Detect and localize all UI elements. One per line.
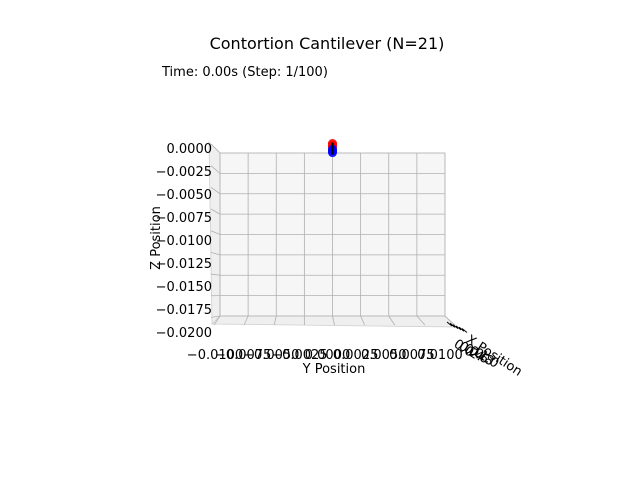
grid-line-floor bbox=[213, 315, 221, 326]
grid-line-floor bbox=[360, 315, 365, 326]
z-tick-label: 0.0000 bbox=[167, 142, 213, 157]
z-tick-label: −0.0075 bbox=[156, 211, 212, 226]
z-tick-label: −0.0200 bbox=[156, 326, 212, 341]
grid-lines bbox=[210, 143, 456, 326]
data-marks bbox=[327, 139, 337, 158]
grid-line-side bbox=[210, 208, 221, 215]
x-tick-mark bbox=[449, 322, 456, 328]
y-tick-label: −0.0050 bbox=[243, 348, 299, 363]
grid-line-side bbox=[210, 315, 221, 318]
y-tick-label: 0.0075 bbox=[389, 348, 435, 363]
z-tick-label: −0.0050 bbox=[156, 188, 212, 203]
y-axis-ticks: −0.0100−0.0075−0.0050−0.00250.00000.0025… bbox=[187, 348, 463, 363]
grid-line-side bbox=[210, 251, 221, 256]
grid-line-floor bbox=[444, 315, 456, 326]
grid-line-side bbox=[210, 187, 221, 195]
z-tick-label: −0.0175 bbox=[156, 303, 212, 318]
grid-line-side bbox=[210, 230, 221, 235]
grid-line-side bbox=[210, 165, 221, 174]
chart-subtitle: Time: 0.00s (Step: 1/100) bbox=[161, 65, 328, 80]
y-tick-label: 0.0050 bbox=[361, 348, 407, 363]
y-tick-label: 0.0000 bbox=[305, 348, 351, 363]
y-axis-label: Y Position bbox=[302, 362, 366, 377]
x-tick-mark bbox=[461, 328, 468, 333]
grid-line-side bbox=[210, 143, 221, 154]
grid-line-floor bbox=[243, 315, 249, 326]
grid-line-floor bbox=[388, 315, 396, 326]
z-tick-label: −0.0100 bbox=[156, 234, 212, 249]
z-tick-label: −0.0125 bbox=[156, 257, 212, 272]
y-tick-label: 0.0025 bbox=[333, 348, 379, 363]
x-tick-mark bbox=[452, 324, 459, 329]
y-tick-label: 0.0100 bbox=[417, 348, 463, 363]
grid-line-floor bbox=[273, 315, 277, 326]
z-axis-ticks: 0.0000 −0.0025 −0.0050 −0.0075 −0.0100 −0.012… bbox=[156, 142, 212, 341]
y-tick-label: −0.0075 bbox=[215, 348, 271, 363]
y-tick-label: −0.0025 bbox=[271, 348, 327, 363]
grid-line-floor bbox=[416, 315, 426, 326]
x-tick-mark bbox=[455, 325, 462, 331]
z-axis-label: Z Position bbox=[149, 206, 164, 270]
z-tick-label: −0.0150 bbox=[156, 280, 212, 295]
x-tick-mark bbox=[446, 321, 453, 327]
grid-line-side bbox=[210, 273, 221, 276]
x-tick-mark bbox=[458, 326, 465, 332]
y-tick-label: −0.0100 bbox=[187, 348, 243, 363]
grid-line-floor bbox=[332, 315, 335, 326]
z-tick-label: −0.0025 bbox=[156, 165, 212, 180]
chart-title: Contortion Cantilever (N=21) bbox=[210, 34, 445, 53]
